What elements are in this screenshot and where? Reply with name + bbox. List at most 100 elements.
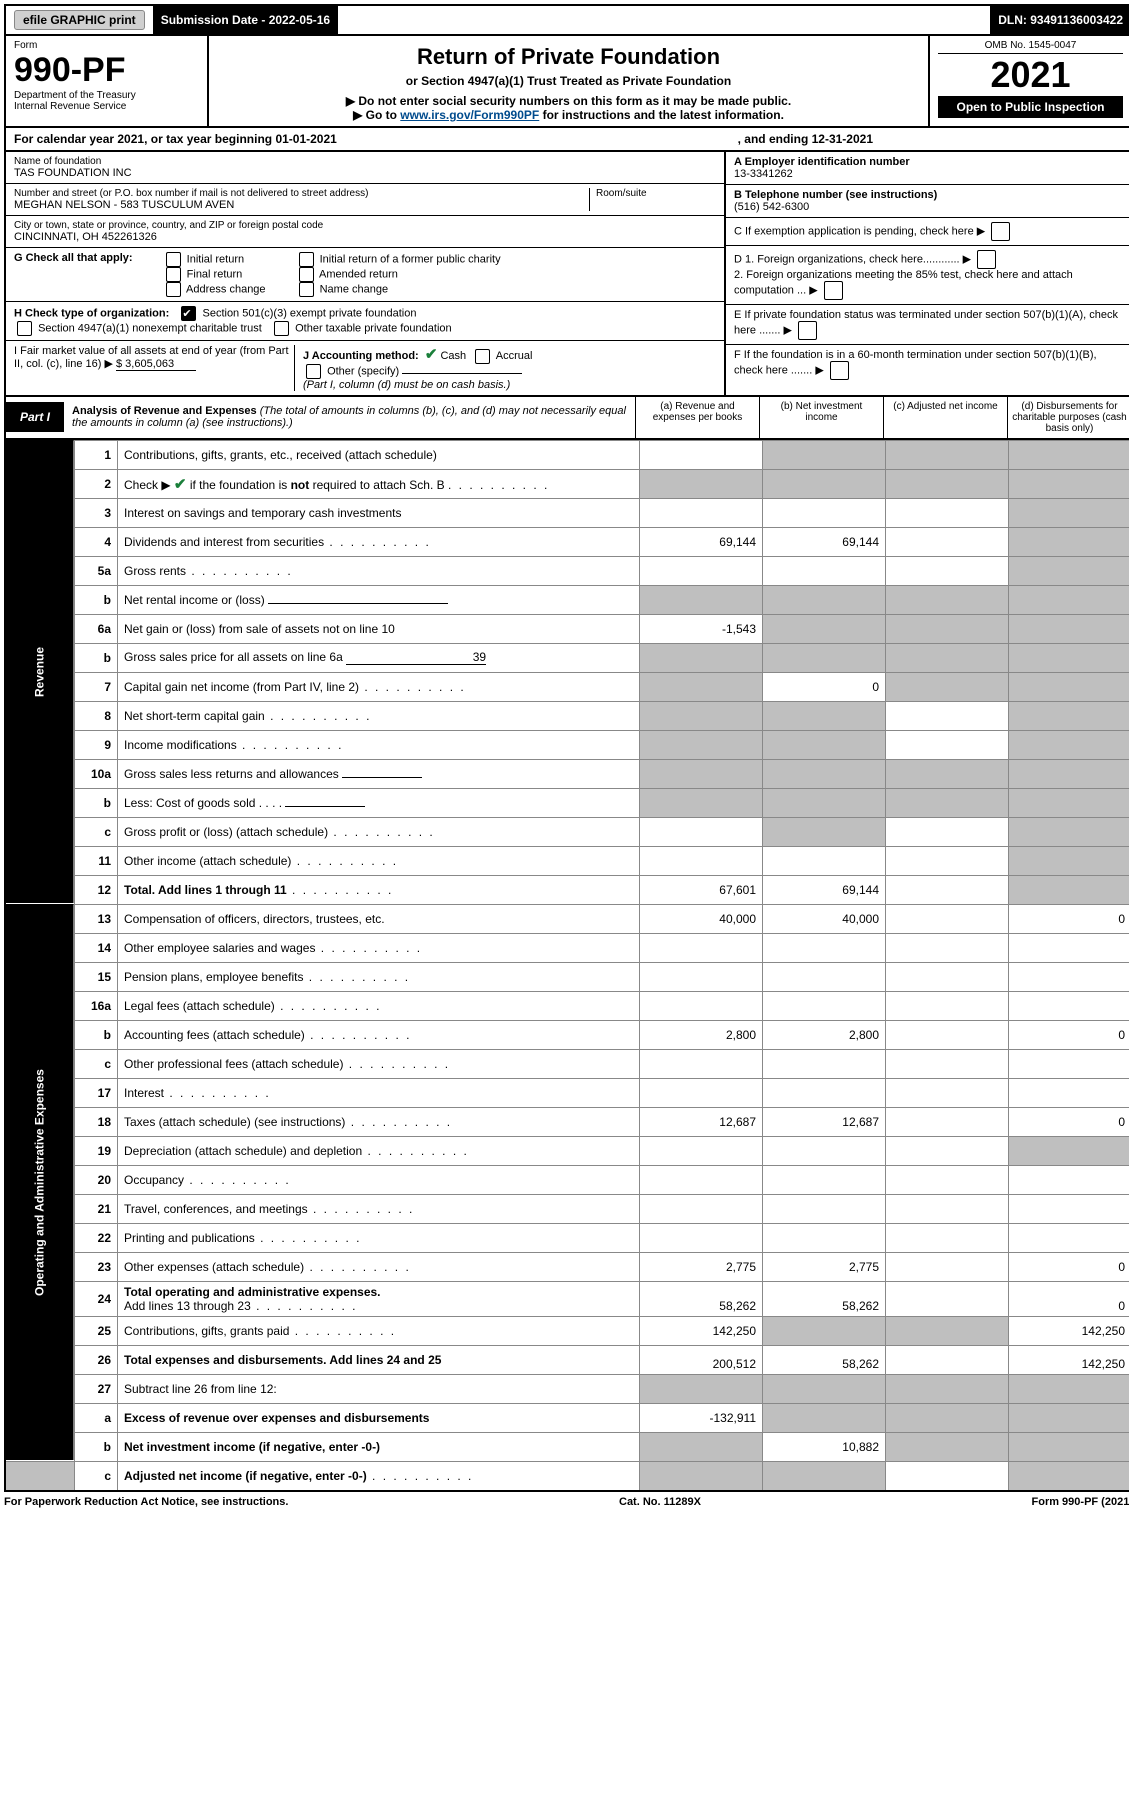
checkbox-other-taxable[interactable] — [274, 321, 289, 336]
val-18b: 12,687 — [763, 1107, 886, 1136]
row-12: Total. Add lines 1 through 11 — [118, 875, 640, 904]
form-label: Form — [14, 40, 199, 51]
phone-value: (516) 542-6300 — [734, 201, 809, 213]
form-number: 990-PF — [14, 51, 199, 90]
form-title: Return of Private Foundation — [217, 44, 920, 70]
val-26d: 142,250 — [1009, 1345, 1129, 1374]
part1-header: Part I Analysis of Revenue and Expenses … — [4, 397, 1129, 440]
expenses-side-label: Operating and Administrative Expenses — [5, 904, 75, 1461]
checkbox-60month[interactable] — [830, 361, 849, 380]
submission-date: Submission Date - 2022-05-16 — [153, 6, 338, 34]
cal-year-end: , and ending 12-31-2021 — [738, 132, 873, 146]
row-15: Pension plans, employee benefits — [118, 962, 640, 991]
checkbox-initial-return[interactable] — [166, 252, 181, 267]
ein-label: A Employer identification number — [734, 156, 910, 168]
opt-cash: Cash — [440, 350, 466, 362]
opt-name-change: Name change — [320, 283, 389, 295]
checkbox-exemption-pending[interactable] — [991, 222, 1010, 241]
j-label: J Accounting method: — [303, 350, 419, 362]
checkbox-name-change[interactable] — [299, 282, 314, 297]
val-23b: 2,775 — [763, 1252, 886, 1281]
form-header: Form 990-PF Department of the Treasury I… — [4, 36, 1129, 128]
col-d-header: (d) Disbursements for charitable purpose… — [1007, 397, 1129, 438]
val-16bb: 2,800 — [763, 1020, 886, 1049]
city-label: City or town, state or province, country… — [14, 220, 716, 231]
opt-501c3: Section 501(c)(3) exempt private foundat… — [202, 307, 416, 319]
val-12a: 67,601 — [640, 875, 763, 904]
checkbox-initial-former[interactable] — [299, 252, 314, 267]
dln: DLN: 93491136003422 — [990, 6, 1129, 34]
row-18: Taxes (attach schedule) (see instruction… — [118, 1107, 640, 1136]
foundation-name: TAS FOUNDATION INC — [14, 167, 716, 179]
goto-prefix: ▶ Go to — [353, 108, 400, 122]
open-to-public: Open to Public Inspection — [938, 96, 1123, 118]
efile-print-button[interactable]: efile GRAPHIC print — [14, 10, 145, 30]
val-16bd: 0 — [1009, 1020, 1129, 1049]
opt-amended: Amended return — [319, 268, 398, 280]
d1-label: D 1. Foreign organizations, check here..… — [734, 253, 960, 265]
irs-link[interactable]: www.irs.gov/Form990PF — [400, 108, 539, 122]
form-box: Form 990-PF Department of the Treasury I… — [6, 36, 209, 126]
checkbox-amended[interactable] — [299, 267, 314, 282]
checkbox-address-change[interactable] — [166, 282, 181, 297]
val-13a: 40,000 — [640, 904, 763, 933]
tax-year: 2021 — [938, 54, 1123, 96]
row-7: Capital gain net income (from Part IV, l… — [118, 672, 640, 701]
part1-label: Part I — [6, 402, 64, 432]
efile-cell: efile GRAPHIC print — [6, 6, 153, 34]
col-c-header: (c) Adjusted net income — [883, 397, 1007, 438]
row-8: Net short-term capital gain — [118, 701, 640, 730]
val-24b: 58,262 — [763, 1281, 886, 1316]
row-26: Total expenses and disbursements. Add li… — [118, 1345, 640, 1374]
row-20: Occupancy — [118, 1165, 640, 1194]
row-6b: Gross sales price for all assets on line… — [118, 643, 640, 672]
val-23a: 2,775 — [640, 1252, 763, 1281]
spacer — [338, 6, 990, 34]
dept-treasury: Department of the Treasury — [14, 90, 199, 101]
checkbox-final-return[interactable] — [166, 267, 181, 282]
checkbox-other-method[interactable] — [306, 364, 321, 379]
j-note: (Part I, column (d) must be on cash basi… — [303, 379, 510, 391]
opt-4947: Section 4947(a)(1) nonexempt charitable … — [38, 322, 262, 334]
street-address: MEGHAN NELSON - 583 TUSCULUM AVEN — [14, 199, 589, 211]
ein-value: 13-3341262 — [734, 168, 793, 180]
row-4: Dividends and interest from securities — [118, 527, 640, 556]
addr-label: Number and street (or P.O. box number if… — [14, 188, 589, 199]
top-bar: efile GRAPHIC print Submission Date - 20… — [4, 4, 1129, 36]
row-16c: Other professional fees (attach schedule… — [118, 1049, 640, 1078]
row-21: Travel, conferences, and meetings — [118, 1194, 640, 1223]
fmv-value: $ 3,605,063 — [116, 358, 196, 371]
row-5b: Net rental income or (loss) — [118, 585, 640, 614]
checkbox-501c3[interactable]: ✔ — [181, 306, 196, 321]
city-state-zip: CINCINNATI, OH 452261326 — [14, 231, 716, 243]
row-16b: Accounting fees (attach schedule) — [118, 1020, 640, 1049]
checkbox-accrual[interactable] — [475, 349, 490, 364]
val-27b: 10,882 — [763, 1432, 886, 1461]
opt-initial-former: Initial return of a former public charit… — [320, 253, 501, 265]
row-22: Printing and publications — [118, 1223, 640, 1252]
row-3: Interest on savings and temporary cash i… — [118, 498, 640, 527]
year-box: OMB No. 1545-0047 2021 Open to Public In… — [930, 36, 1129, 126]
opt-address-change: Address change — [186, 283, 266, 295]
irs-label: Internal Revenue Service — [14, 101, 199, 112]
checkbox-terminated[interactable] — [798, 321, 817, 340]
checkbox-foreign-org[interactable] — [977, 250, 996, 269]
checkbox-4947[interactable] — [17, 321, 32, 336]
d2-label: 2. Foreign organizations meeting the 85%… — [734, 269, 1073, 296]
row-2: Check ▶ ✔ if the foundation is not requi… — [118, 469, 640, 498]
name-label: Name of foundation — [14, 156, 716, 167]
val-23d: 0 — [1009, 1252, 1129, 1281]
row-10a: Gross sales less returns and allowances — [118, 759, 640, 788]
room-label: Room/suite — [596, 188, 716, 199]
val-26a: 200,512 — [640, 1345, 763, 1374]
row-9: Income modifications — [118, 730, 640, 759]
val-26b: 58,262 — [763, 1345, 886, 1374]
val-4b: 69,144 — [763, 527, 886, 556]
row-25: Contributions, gifts, grants paid — [118, 1316, 640, 1345]
check-icon: ✔ — [425, 346, 438, 363]
checkbox-85pct[interactable] — [824, 281, 843, 300]
g-label: G Check all that apply: — [14, 252, 133, 264]
calendar-year-line: For calendar year 2021, or tax year begi… — [4, 128, 1129, 152]
val-6a: -1,543 — [640, 614, 763, 643]
row-27: Subtract line 26 from line 12: — [118, 1374, 640, 1403]
